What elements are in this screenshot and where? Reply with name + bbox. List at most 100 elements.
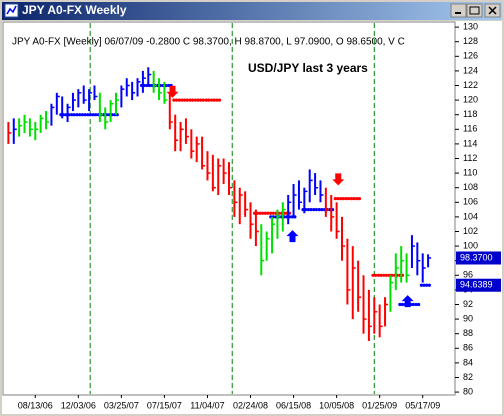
stop-dot <box>75 113 79 117</box>
stop-dot <box>91 113 95 117</box>
last-value-box <box>456 251 501 265</box>
stop-dot <box>258 211 262 215</box>
y-tick-label: 102 <box>463 226 478 236</box>
stop-dot <box>88 113 92 117</box>
stop-dot <box>336 197 340 201</box>
x-tick-label: 08/13/06 <box>18 400 53 410</box>
stop-dot <box>269 211 273 215</box>
y-tick-label: 122 <box>463 80 478 90</box>
y-tick-label: 92 <box>463 299 473 309</box>
stop-dot <box>207 98 211 102</box>
minimize-button[interactable] <box>450 3 467 18</box>
stop-dot <box>333 197 337 201</box>
stop-dot <box>427 283 431 287</box>
x-tick-label: 07/15/07 <box>147 400 182 410</box>
signal-arrow <box>166 85 179 98</box>
stop-dot <box>166 83 171 88</box>
stop-dot <box>266 211 270 215</box>
stop-dot <box>260 211 265 215</box>
stop-dot <box>398 302 402 307</box>
y-tick-label: 88 <box>463 328 473 338</box>
y-tick-label: 80 <box>463 386 473 396</box>
y-tick-label: 124 <box>463 65 478 75</box>
x-tick-label: 10/05/08 <box>319 400 354 410</box>
stop-dot <box>419 283 424 287</box>
stop-dot <box>174 98 179 102</box>
stop-dot <box>201 98 205 102</box>
y-tick-label: 86 <box>463 343 473 353</box>
y-tick-label: 120 <box>463 94 478 104</box>
signal-arrow <box>401 295 414 308</box>
stop-dot <box>384 273 388 277</box>
stop-dot <box>212 98 216 102</box>
stop-dot <box>417 302 421 307</box>
title-bar <box>2 2 502 20</box>
y-tick-label: 90 <box>463 313 473 323</box>
stop-dot <box>199 98 203 102</box>
stop-dot <box>306 207 311 212</box>
maximize-button[interactable] <box>466 3 483 18</box>
window-title: JPY A0-FX Weekly <box>22 3 127 17</box>
stop-dot <box>191 98 195 102</box>
stop-dot <box>78 113 82 117</box>
stop-dot <box>341 197 345 201</box>
y-tick-label: 118 <box>463 109 477 119</box>
stop-dot <box>376 273 380 277</box>
stop-dot <box>349 197 354 201</box>
stop-dot <box>209 98 214 102</box>
y-tick-label: 106 <box>463 197 478 207</box>
stop-dot <box>193 98 198 102</box>
stop-dot <box>317 207 321 212</box>
maximize-glyph <box>469 6 480 15</box>
stop-dot <box>83 113 87 117</box>
stop-dot <box>204 98 208 102</box>
stop-dot <box>344 197 348 201</box>
stop-dot <box>172 98 176 102</box>
stop-dot <box>371 273 375 277</box>
stop-dot <box>177 98 181 102</box>
stop-dot <box>422 283 426 287</box>
stop-dot <box>263 211 267 215</box>
stop-dot <box>320 207 324 212</box>
stop-dot <box>309 207 313 212</box>
stop-dot <box>70 113 74 117</box>
stop-dot <box>185 98 189 102</box>
stop-dot <box>183 98 187 102</box>
stop-dot <box>94 113 98 117</box>
x-tick-label: 02/24/08 <box>233 400 268 410</box>
stop-dot <box>357 197 362 201</box>
stop-dot <box>271 211 275 215</box>
last-value-label: 98.3700 <box>460 252 493 262</box>
x-tick-label: 12/03/06 <box>61 400 96 410</box>
stop-dot <box>72 113 76 117</box>
annotation: USD/JPY last 3 years <box>248 61 368 75</box>
stop-dot <box>414 302 418 307</box>
y-tick-label: 126 <box>463 51 478 61</box>
stop-dot <box>314 207 318 212</box>
y-tick-label: 128 <box>463 36 478 46</box>
close-glyph <box>488 6 497 15</box>
y-tick-label: 82 <box>463 372 473 382</box>
x-tick-label: 11/04/07 <box>190 400 224 410</box>
y-tick-label: 108 <box>463 182 478 192</box>
last-value-label: 94.6389 <box>460 280 493 290</box>
x-tick-label: 06/15/08 <box>276 400 311 410</box>
stop-dot <box>196 98 200 102</box>
y-tick-label: 100 <box>463 240 478 250</box>
stop-dot <box>379 273 383 277</box>
window-buttons[interactable] <box>450 3 501 18</box>
stop-dot <box>80 113 85 117</box>
stop-dot <box>400 302 405 307</box>
window-icon-glyph <box>6 5 17 15</box>
y-tick-label: 84 <box>463 357 473 367</box>
y-tick-label: 104 <box>463 211 478 221</box>
marks: 8082848688909294969810010210410610811011… <box>7 21 501 410</box>
stop-dot <box>425 283 429 287</box>
signal-arrow <box>286 230 299 243</box>
y-tick-label: 114 <box>463 138 477 148</box>
stop-dot <box>215 98 219 102</box>
stop-dot <box>339 197 343 201</box>
stop-dot <box>382 273 386 277</box>
y-tick-label: 116 <box>463 124 477 134</box>
